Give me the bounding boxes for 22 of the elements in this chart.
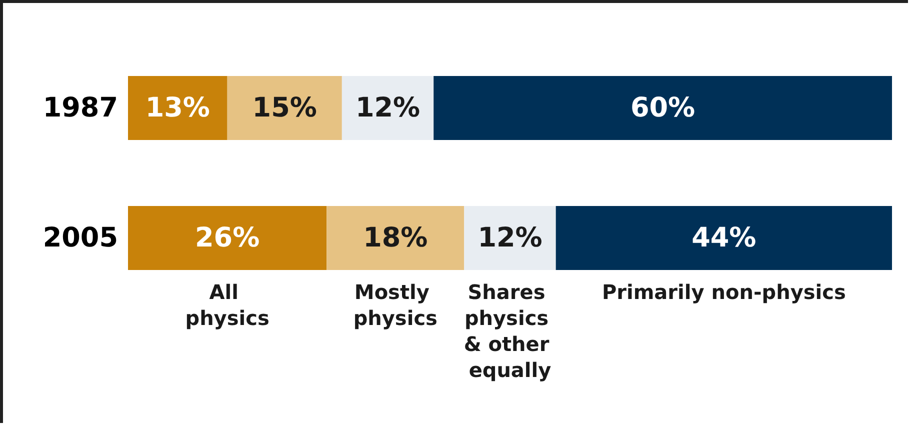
data-label: 26% (195, 222, 260, 254)
bar (128, 76, 228, 140)
data-label: 44% (692, 222, 756, 254)
series-label: Primarily non-physics (602, 280, 846, 304)
series-label: Shares physics & other equally (464, 280, 556, 382)
bar (128, 206, 327, 270)
y-tick-label: 2005 (42, 222, 118, 254)
data-label: 12% (355, 92, 420, 124)
bar (556, 206, 892, 270)
series-label: All physics (185, 280, 270, 330)
series-label: Mostly physics (353, 280, 438, 330)
y-tick-label: 1987 (42, 92, 118, 124)
data-label: 12% (478, 222, 542, 254)
bar (342, 76, 434, 140)
bar (227, 76, 342, 140)
data-label: 18% (363, 222, 428, 254)
bar (326, 206, 464, 270)
bar (464, 206, 556, 270)
data-label: 60% (630, 92, 696, 124)
data-label: 15% (252, 92, 317, 124)
data-label: 13% (145, 92, 210, 124)
bar (434, 76, 892, 140)
